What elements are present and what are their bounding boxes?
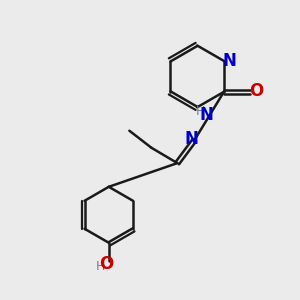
- Text: H: H: [95, 260, 105, 273]
- Text: N: N: [184, 130, 198, 148]
- Text: O: O: [99, 255, 113, 273]
- Text: O: O: [249, 82, 263, 100]
- Text: N: N: [199, 106, 213, 124]
- Text: H: H: [196, 105, 205, 118]
- Text: N: N: [222, 52, 236, 70]
